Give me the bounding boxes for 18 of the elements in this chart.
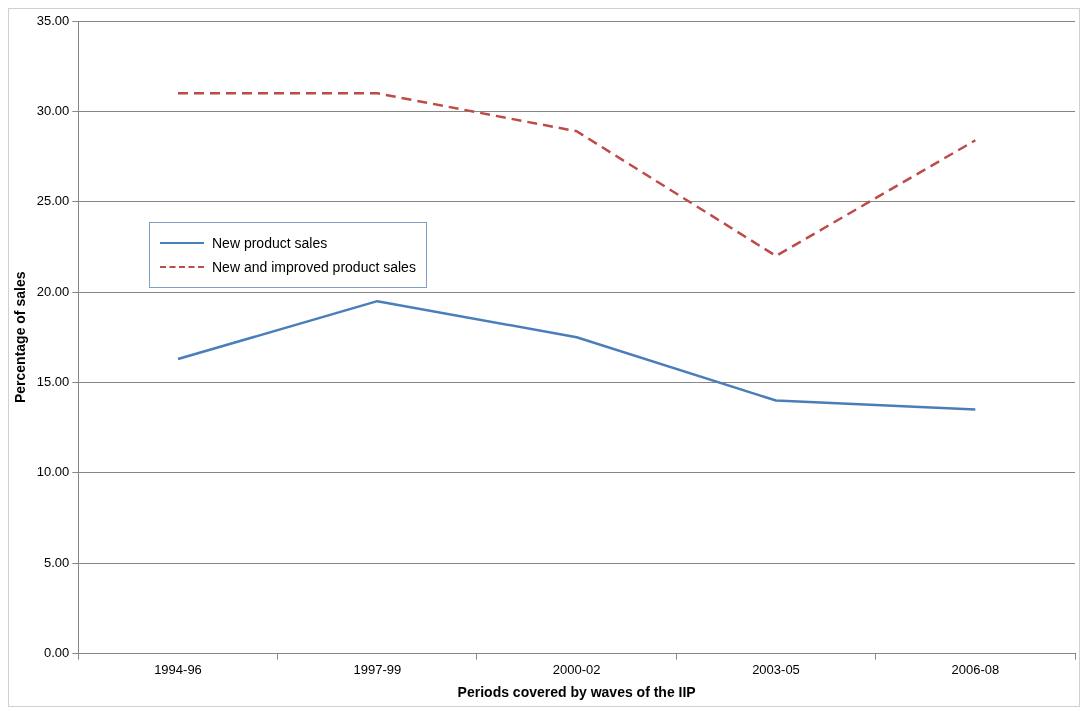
x-tick-label: 2006-08 bbox=[951, 661, 1000, 677]
y-tick-label: 30.00 bbox=[36, 102, 70, 118]
x-tick-label: 2003-05 bbox=[752, 661, 800, 677]
line-series bbox=[176, 92, 977, 258]
x-axis-title: Periods covered by waves of the IIP bbox=[457, 684, 696, 701]
y-tick-label: 35.00 bbox=[36, 12, 70, 28]
x-tick-label: 2000-02 bbox=[552, 661, 601, 677]
x-tick-label: 1994-96 bbox=[154, 661, 202, 677]
y-tick-label: 25.00 bbox=[36, 193, 70, 209]
legend-label: New product sales bbox=[212, 234, 328, 253]
legend-label: New and improved product sales bbox=[212, 258, 416, 277]
y-tick-label: 5.00 bbox=[44, 554, 70, 570]
y-tick-label: 10.00 bbox=[36, 464, 70, 480]
x-tick-label: 1997-99 bbox=[353, 661, 402, 677]
y-tick-label: 20.00 bbox=[36, 283, 70, 299]
y-tick-label: 0.00 bbox=[44, 645, 70, 661]
y-tick-label: 15.00 bbox=[36, 374, 70, 390]
y-axis-title: Percentage of sales bbox=[12, 271, 29, 404]
